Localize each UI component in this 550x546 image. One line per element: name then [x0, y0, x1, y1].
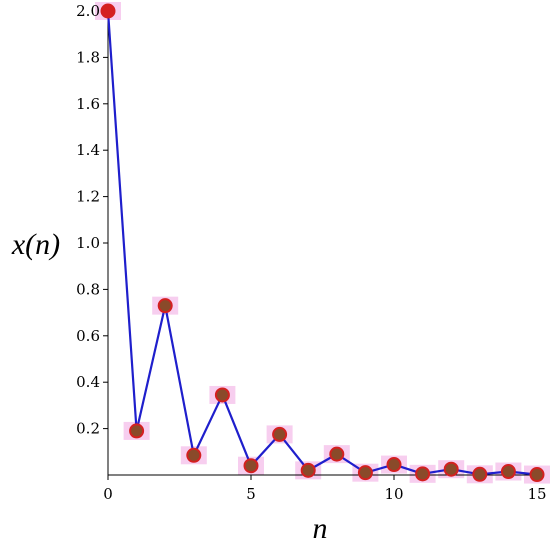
data-point-inner [159, 300, 171, 312]
y-tick-label: 1.6 [76, 95, 100, 113]
data-point [472, 466, 488, 482]
y-ticks: 0.2 0.4 0.6 0.8 1.0 1.2 1.4 1.6 1.8 2.0 [76, 2, 108, 438]
data-point [186, 447, 202, 463]
data-point-inner [359, 467, 371, 479]
x-tick-label: 15 [527, 485, 546, 503]
y-tick-label: 1.2 [76, 188, 100, 206]
data-point [129, 423, 145, 439]
data-point-inner [131, 425, 143, 437]
axes [107, 11, 537, 476]
data-point [272, 426, 288, 442]
y-tick-label: 1.4 [76, 141, 100, 159]
data-point-inner [417, 468, 429, 480]
data-point-inner [502, 466, 514, 478]
y-tick-label: 0.2 [76, 420, 100, 438]
data-point-inner [274, 428, 286, 440]
data-point [357, 465, 373, 481]
data-point-outer [100, 3, 116, 19]
data-point-inner [388, 459, 400, 471]
y-axis-title: x(n) [11, 228, 60, 261]
y-tick-label: 0.6 [76, 327, 100, 345]
data-point-inner [474, 468, 486, 480]
data-point-inner [302, 464, 314, 476]
data-point-inner [531, 469, 543, 481]
data-point [529, 467, 545, 483]
y-tick-label: 0.4 [76, 373, 100, 391]
data-markers [100, 3, 545, 483]
y-tick-label: 1.0 [76, 234, 100, 252]
y-tick-label: 1.8 [76, 48, 100, 66]
data-point [443, 461, 459, 477]
y-tick-label: 0.8 [76, 280, 100, 298]
x-tick-label: 0 [103, 485, 113, 503]
x-axis-title: n [313, 512, 328, 545]
data-point-inner [331, 448, 343, 460]
data-point-inner [245, 460, 257, 472]
x-tick-label: 10 [384, 485, 403, 503]
data-point [300, 462, 316, 478]
marker-halos [95, 2, 550, 484]
data-point-inner [445, 463, 457, 475]
data-point [329, 446, 345, 462]
y-tick-label: 2.0 [76, 2, 100, 20]
data-point [500, 464, 516, 480]
series-line [106, 10, 538, 476]
data-point [214, 387, 230, 403]
data-point [243, 458, 259, 474]
x-ticks: 0 5 10 15 [103, 475, 547, 503]
data-point [415, 466, 431, 482]
data-point-inner [216, 389, 228, 401]
data-point [386, 457, 402, 473]
data-point [100, 3, 116, 19]
x-tick-label: 5 [246, 485, 256, 503]
data-point-inner [188, 449, 200, 461]
data-point [157, 298, 173, 314]
